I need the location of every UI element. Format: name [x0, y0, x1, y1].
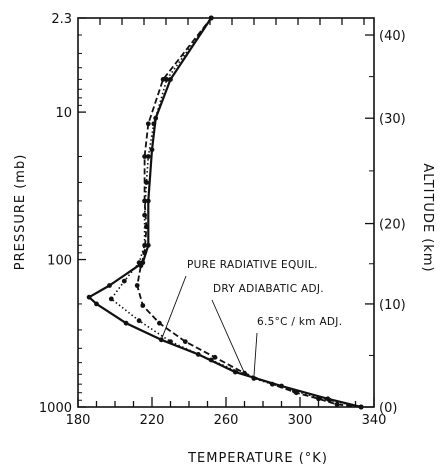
data-point — [108, 296, 114, 302]
data-point — [151, 121, 157, 127]
x-tick-label: 300 — [288, 413, 313, 428]
series-line — [136, 17, 362, 408]
data-point — [208, 15, 214, 21]
data-point — [358, 404, 364, 410]
data-point — [208, 357, 214, 363]
series-3 — [108, 15, 364, 410]
data-point — [107, 283, 112, 288]
series-2 — [134, 15, 364, 410]
series-1 — [86, 15, 364, 410]
data-point — [164, 77, 170, 82]
data-point — [327, 397, 332, 403]
data-point — [86, 294, 92, 300]
data-point — [334, 402, 340, 407]
data-point — [123, 320, 129, 326]
y-axis-right-title: ALTITUDE (km) — [420, 163, 435, 272]
data-point — [153, 115, 159, 121]
y-right-tick-label: (0) — [379, 401, 397, 416]
data-point — [136, 260, 142, 266]
y-left-tick-label: 100 — [47, 254, 72, 269]
annotation-label: DRY ADIABATIC ADJ. — [213, 283, 324, 295]
data-point — [145, 121, 151, 127]
data-point — [182, 339, 188, 344]
y-right-tick-label: (20) — [379, 218, 406, 233]
y-left-tick-label: 1000 — [39, 401, 72, 416]
x-axis-title: TEMPERATURE (°K) — [187, 451, 328, 466]
data-point — [157, 320, 162, 326]
data-point — [232, 369, 238, 375]
data-point — [195, 352, 201, 357]
y-left-tick-label: 2.3 — [51, 12, 72, 27]
y-left-tick-label: 10 — [55, 106, 72, 121]
data-point — [145, 242, 151, 248]
annotation-leader — [160, 275, 187, 340]
data-point — [160, 77, 166, 82]
data-point — [149, 147, 155, 153]
y-axis-left-title: PRESSURE (mb) — [13, 154, 28, 271]
data-point — [168, 77, 173, 82]
data-point — [145, 154, 151, 159]
y-right-tick-label: (30) — [379, 112, 406, 127]
data-point — [140, 303, 146, 308]
data-point — [212, 354, 218, 360]
y-right-tick-label: (40) — [379, 29, 406, 44]
data-point — [121, 278, 127, 284]
data-point — [94, 301, 99, 307]
x-tick-label: 340 — [362, 413, 387, 428]
x-tick-label: 220 — [140, 413, 165, 428]
x-tick-label: 180 — [66, 413, 91, 428]
annotation-label: 6.5°C / km ADJ. — [257, 316, 342, 328]
plot-border — [77, 17, 375, 408]
series-line — [88, 17, 362, 409]
data-point — [142, 212, 148, 218]
data-point — [145, 198, 151, 204]
annotation-leader — [253, 332, 258, 379]
y-right-tick-label: (10) — [379, 298, 406, 313]
data-point — [134, 283, 140, 288]
y-axis-left: 2.3 10 100 1000 — [39, 12, 86, 416]
data-point — [142, 242, 148, 248]
y-axis-right: (0) (10) (20) (30) (40) — [365, 29, 406, 416]
data-point — [292, 388, 297, 394]
annotation-leader — [211, 299, 245, 374]
data-point — [142, 154, 148, 159]
data-point — [144, 180, 149, 185]
x-axis: 180 220 260 300 340 — [66, 18, 387, 428]
data-point — [144, 224, 149, 230]
annotations: PURE RADIATIVE EQUIL. DRY ADIABATIC ADJ. 6… — [160, 259, 342, 379]
data-point — [168, 339, 173, 344]
x-tick-label: 260 — [214, 413, 239, 428]
data-point — [136, 318, 142, 324]
series-layer — [86, 15, 364, 410]
plot-frame — [77, 17, 375, 408]
annotation-label: PURE RADIATIVE EQUIL. — [187, 259, 318, 271]
